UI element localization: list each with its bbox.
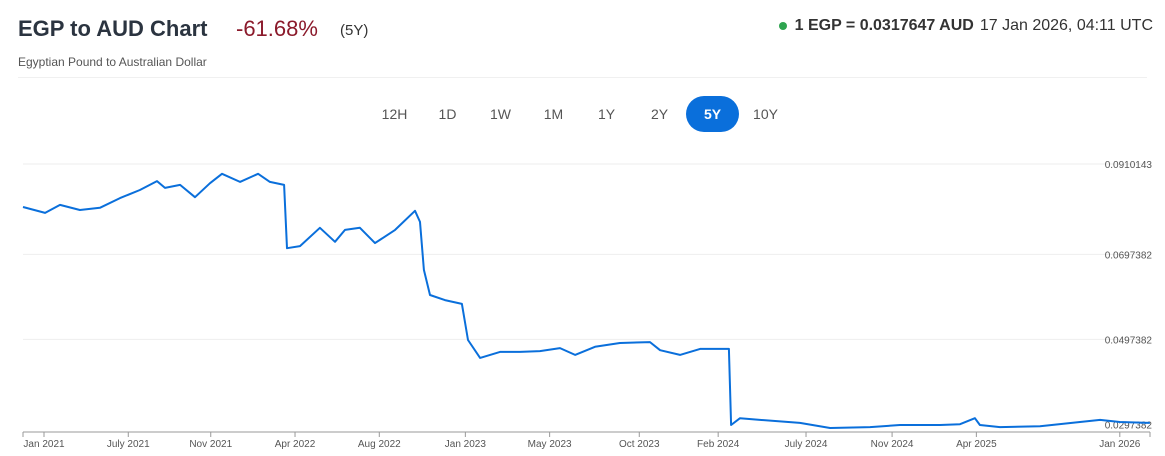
x-tick-label: Apr 2025 [956, 439, 997, 450]
x-tick-label: Jan 2021 [23, 439, 65, 450]
y-tick-label: 0.0297382 [1105, 420, 1153, 431]
x-tick-label: July 2021 [107, 439, 150, 450]
current-rate: 1 EGP = 0.0317647 AUD 17 Jan 2026, 04:11… [778, 17, 1153, 35]
x-tick-label: Nov 2021 [189, 439, 232, 450]
y-tick-label: 0.0697382 [1105, 250, 1153, 261]
live-status-icon [778, 22, 787, 30]
rate-line [22, 172, 1150, 429]
tab-12h[interactable]: 12H [381, 106, 408, 122]
x-tick-label: Oct 2023 [619, 439, 660, 450]
tab-1w[interactable]: 1W [490, 106, 511, 122]
tab-10y[interactable]: 10Y [753, 106, 778, 122]
subtitle: Egyptian Pound to Australian Dollar [18, 55, 207, 69]
rate-value: 1 EGP = 0.0317647 AUD [794, 17, 974, 34]
tab-5y[interactable]: 5Y [686, 96, 739, 132]
x-tick-label: Jan 2023 [445, 439, 487, 450]
period-label: (5Y) [340, 22, 369, 39]
x-tick-label: Aug 2022 [358, 439, 401, 450]
x-tick-label: July 2024 [785, 439, 828, 450]
tab-1d[interactable]: 1D [438, 106, 457, 122]
x-tick-label: Feb 2024 [697, 439, 740, 450]
y-tick-label: 0.0497382 [1105, 335, 1153, 346]
tab-1m[interactable]: 1M [543, 106, 564, 122]
range-tabs: 12H 1D 1W 1M 1Y 2Y 5Y 10Y [368, 96, 792, 132]
percent-change: -61.68% [236, 16, 318, 41]
y-tick-label: 0.0910143 [1105, 160, 1153, 171]
page-title: EGP to AUD Chart [18, 16, 208, 41]
divider [18, 77, 1147, 78]
tab-2y[interactable]: 2Y [650, 106, 669, 122]
rate-timestamp: 17 Jan 2026, 04:11 UTC [979, 17, 1153, 34]
x-tick-label: May 2023 [528, 439, 572, 450]
tab-1y[interactable]: 1Y [597, 106, 616, 122]
x-tick-label: Jan 2026 [1099, 439, 1141, 450]
x-tick-label: Apr 2022 [275, 439, 316, 450]
x-tick-label: Nov 2024 [871, 439, 914, 450]
